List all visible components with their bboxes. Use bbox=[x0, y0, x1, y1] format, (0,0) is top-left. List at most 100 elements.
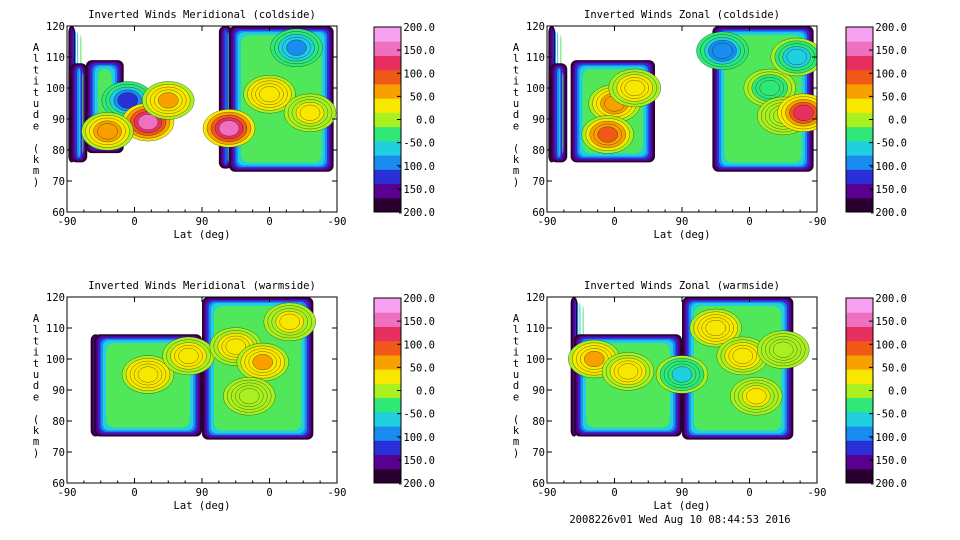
y-tick-label: 70 bbox=[532, 176, 545, 188]
y-tick-label: 100 bbox=[46, 83, 65, 95]
x-tick-label: 0 bbox=[131, 487, 137, 499]
contour-ring bbox=[597, 126, 618, 143]
x-axis-label: Lat (deg) bbox=[174, 500, 231, 512]
panel-title: Inverted Winds Zonal (coldside) bbox=[584, 9, 780, 21]
colorbar-swatch bbox=[846, 41, 873, 56]
x-tick-label: 0 bbox=[131, 216, 137, 228]
colorbar-swatch bbox=[374, 197, 401, 213]
colorbar-swatch bbox=[846, 440, 873, 456]
x-tick-label: -90 bbox=[58, 487, 77, 499]
colorbar-swatch bbox=[846, 369, 873, 384]
contour-ring bbox=[299, 104, 321, 121]
contour-ring bbox=[786, 48, 807, 66]
contour-field bbox=[90, 297, 316, 440]
colorbar-swatch bbox=[374, 440, 401, 456]
colorbar-tick-label: -150.0 bbox=[397, 455, 435, 467]
y-tick-label: 110 bbox=[46, 52, 65, 64]
colorbar-tick-label: -150.0 bbox=[869, 184, 907, 196]
y-tick-label: 90 bbox=[52, 385, 65, 397]
contour-ring bbox=[793, 104, 814, 121]
contour-ring bbox=[624, 79, 645, 97]
colorbar-tick-label: 100.0 bbox=[403, 68, 435, 80]
y-tick-label: 100 bbox=[526, 354, 545, 366]
y-tick-label: 120 bbox=[526, 292, 545, 304]
y-tick-label: 60 bbox=[532, 207, 545, 219]
footer-timestamp: 2008226v01 Wed Aug 10 08:44:53 2016 bbox=[569, 514, 791, 526]
contour-ring bbox=[158, 92, 179, 109]
colorbar-tick-label: 100.0 bbox=[403, 339, 435, 351]
colorbar-swatch bbox=[846, 140, 873, 156]
colorbar-swatch bbox=[846, 411, 873, 427]
contour-ring bbox=[117, 92, 138, 109]
colorbar-tick-label: 50.0 bbox=[410, 362, 435, 374]
colorbar-swatch bbox=[374, 426, 401, 441]
colorbar-swatch bbox=[846, 468, 873, 484]
colorbar-swatch bbox=[846, 55, 873, 71]
contour-ring bbox=[732, 347, 753, 364]
colorbar-tick-label: -50.0 bbox=[875, 409, 907, 421]
colorbar-tick-label: -100.0 bbox=[397, 432, 435, 444]
colorbar-tick-label: -50.0 bbox=[403, 409, 435, 421]
y-tick-label: 120 bbox=[526, 21, 545, 33]
x-tick-label: -90 bbox=[808, 216, 827, 228]
contour-ring bbox=[773, 341, 794, 358]
colorbar-tick-label: 150.0 bbox=[875, 45, 907, 57]
contour-ring bbox=[225, 338, 246, 355]
colorbar-swatch bbox=[846, 298, 873, 313]
x-axis-label: Lat (deg) bbox=[654, 500, 711, 512]
y-tick-label: 70 bbox=[52, 176, 65, 188]
colorbar-tick-label: -100.0 bbox=[869, 432, 907, 444]
y-tick-label: 100 bbox=[526, 83, 545, 95]
colorbar-tick-label: 0.0 bbox=[888, 115, 907, 127]
colorbar-tick-label: -150.0 bbox=[869, 455, 907, 467]
colorbar-tick-label: 0.0 bbox=[888, 386, 907, 398]
x-tick-label: 90 bbox=[196, 487, 209, 499]
contour-ring bbox=[584, 350, 605, 368]
y-tick-label: 80 bbox=[52, 145, 65, 157]
x-tick-label: -90 bbox=[328, 216, 347, 228]
y-tick-label: 100 bbox=[46, 354, 65, 366]
contour-ring bbox=[759, 79, 780, 97]
contour-ring bbox=[671, 366, 693, 383]
y-tick-label: 60 bbox=[52, 478, 65, 490]
x-tick-label: -90 bbox=[538, 487, 557, 499]
colorbar-swatch bbox=[374, 69, 401, 85]
colorbar-swatch bbox=[374, 140, 401, 156]
colorbar-tick-label: 150.0 bbox=[875, 316, 907, 328]
colorbar-swatch bbox=[846, 454, 873, 470]
contour-ring bbox=[259, 86, 280, 103]
colorbar-swatch bbox=[374, 411, 401, 427]
colorbar: 200.0 150.0 100.0 50.0 0.0 -50.0 -100.0 -150.0 -… bbox=[373, 22, 435, 219]
colorbar-swatch bbox=[374, 112, 401, 128]
colorbar-swatch bbox=[846, 126, 873, 142]
contour-ring bbox=[746, 388, 767, 405]
colorbar-tick-label: 200.0 bbox=[403, 293, 435, 305]
colorbar-swatch bbox=[374, 169, 401, 185]
colorbar-swatch bbox=[374, 340, 401, 356]
colorbar-swatch bbox=[374, 397, 401, 413]
colorbar-swatch bbox=[374, 383, 401, 399]
contour-ring bbox=[137, 366, 159, 383]
colorbar-tick-label: -200.0 bbox=[397, 207, 435, 219]
y-tick-label: 80 bbox=[532, 145, 545, 157]
colorbar-swatch bbox=[846, 69, 873, 85]
colorbar-swatch bbox=[374, 126, 401, 142]
colorbar-swatch bbox=[846, 155, 873, 170]
contour-ring bbox=[178, 347, 199, 364]
panel-lower-right: Inverted Winds Zonal (warmside) -90 0 90 0 -9… bbox=[513, 280, 907, 512]
x-axis-label: Lat (deg) bbox=[654, 229, 711, 241]
colorbar-swatch bbox=[374, 155, 401, 170]
colorbar-swatch bbox=[374, 298, 401, 313]
coverage-band bbox=[79, 69, 81, 157]
colorbar: 200.0 150.0 100.0 50.0 0.0 -50.0 -100.0 -150.0 -… bbox=[373, 293, 435, 490]
colorbar-swatch bbox=[374, 41, 401, 56]
contour-ring bbox=[97, 123, 118, 140]
colorbar-swatch bbox=[846, 197, 873, 213]
y-tick-label: 120 bbox=[46, 21, 65, 33]
colorbar-tick-label: -50.0 bbox=[403, 138, 435, 150]
y-tick-label: 90 bbox=[52, 114, 65, 126]
